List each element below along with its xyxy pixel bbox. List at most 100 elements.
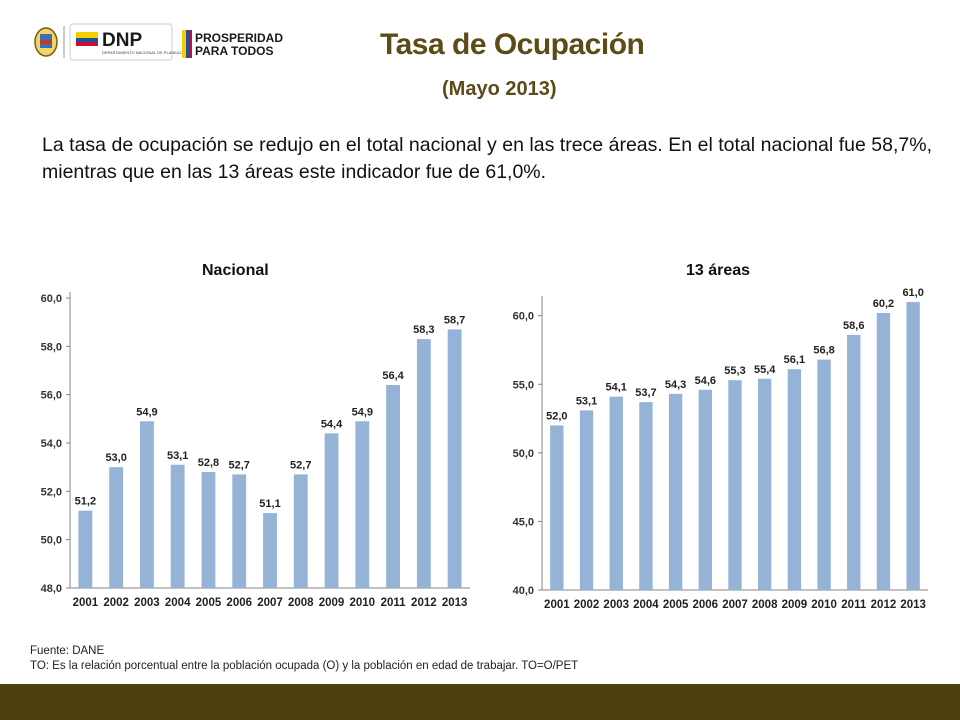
bar (386, 385, 400, 588)
bar-value-label: 54,1 (606, 382, 627, 394)
bar-value-label: 58,3 (413, 324, 434, 336)
bar (639, 402, 653, 590)
bar-value-label: 54,4 (321, 418, 343, 430)
bar (78, 510, 93, 588)
bar-value-label: 52,0 (546, 410, 567, 422)
bar-value-label: 54,9 (352, 406, 373, 418)
bar (609, 396, 623, 590)
x-tick-label: 2003 (134, 597, 160, 609)
bar (668, 393, 683, 590)
prosperidad-bar-red (189, 30, 192, 58)
dnp-logo-subtext: DEPARTAMENTO NACIONAL DE PLANEACIÓN (102, 50, 190, 55)
chart-title-13-areas: 13 áreas (686, 262, 751, 279)
intro-text: La tasa de ocupación se redujo en el tot… (42, 134, 932, 183)
prosperidad-logo-line1: PROSPERIDAD (195, 31, 283, 45)
bar (447, 329, 462, 588)
x-tick-label: 2004 (633, 599, 659, 611)
bar-value-label: 56,8 (813, 345, 834, 357)
x-tick-label: 2005 (196, 597, 222, 609)
page-subtitle: (Mayo 2013) (442, 78, 557, 100)
y-tick-label: 60,0 (513, 311, 534, 323)
bar (201, 472, 216, 588)
bar-value-label: 55,4 (754, 364, 776, 376)
bar (758, 378, 772, 590)
bar (728, 380, 742, 590)
chart-nacional: 48,0 50,0 52,0 54,0 56,0 58,0 60,0 51,2 2001 53,0… (41, 292, 470, 609)
y-tick-label: 60,0 (41, 293, 62, 305)
bar-value-label: 52,7 (229, 459, 250, 471)
bar-value-label: 56,1 (784, 354, 805, 366)
y-tick-label: 54,0 (41, 438, 62, 450)
bar-value-label: 51,2 (75, 496, 96, 508)
x-tick-label: 2001 (73, 597, 99, 609)
chart-title-nacional: Nacional (202, 262, 269, 279)
x-tick-label: 2008 (288, 597, 314, 609)
bar-value-label: 53,1 (167, 450, 188, 462)
header-logos: DNP DEPARTAMENTO NACIONAL DE PLANEACIÓN … (30, 22, 300, 62)
x-tick-label: 2008 (752, 599, 778, 611)
source-line: Fuente: DANE (30, 645, 105, 657)
bar-value-label: 55,3 (724, 365, 745, 377)
x-tick-label: 2009 (319, 597, 345, 609)
x-tick-label: 2009 (782, 599, 808, 611)
y-tick-label: 48,0 (41, 583, 62, 595)
x-tick-label: 2007 (257, 597, 283, 609)
flag-blue (76, 38, 98, 42)
bar (109, 467, 124, 588)
x-tick-label: 2002 (574, 599, 600, 611)
bar-value-label: 54,3 (665, 379, 686, 391)
chart-13-areas: 40,0 45,0 50,0 55,0 60,0 52,0 2001 53,1 2002 54,1… (513, 287, 928, 611)
x-tick-label: 2005 (663, 599, 689, 611)
y-tick-label: 50,0 (41, 535, 62, 547)
x-tick-label: 2012 (411, 597, 437, 609)
bar (698, 389, 712, 590)
bar-value-label: 58,6 (843, 320, 864, 332)
y-tick-label: 52,0 (41, 486, 62, 498)
bar (416, 339, 431, 588)
y-tick-label: 40,0 (513, 585, 534, 597)
bar (876, 312, 891, 590)
bar-value-label: 51,1 (259, 498, 280, 510)
bar (550, 425, 564, 590)
bar (232, 474, 247, 588)
bar (906, 302, 920, 590)
bar (847, 334, 861, 590)
definition-line: TO: Es la relación porcentual entre la p… (30, 660, 579, 672)
coat-of-arms-icon (34, 27, 58, 57)
prosperidad-logo-line2: PARA TODOS (195, 44, 273, 58)
bar (140, 421, 154, 588)
x-tick-label: 2011 (381, 597, 407, 609)
x-tick-label: 2006 (226, 597, 252, 609)
bar-value-label: 53,7 (635, 387, 656, 399)
page-title: Tasa de Ocupación (380, 28, 645, 61)
bar-value-label: 52,8 (198, 457, 219, 469)
bar-value-label: 54,9 (136, 406, 157, 418)
y-tick-label: 58,0 (41, 341, 62, 353)
y-tick-label: 56,0 (41, 390, 62, 402)
flag-red (76, 42, 98, 46)
x-tick-label: 2003 (603, 599, 629, 611)
bar-value-label: 53,0 (105, 452, 126, 464)
flag-yellow (76, 32, 98, 38)
dnp-logo-text: DNP (102, 30, 142, 51)
bar (324, 433, 339, 588)
logo-group: DNP DEPARTAMENTO NACIONAL DE PLANEACIÓN … (34, 23, 283, 61)
x-tick-label: 2011 (841, 599, 867, 611)
bar-value-label: 61,0 (902, 287, 923, 299)
bar-value-label: 53,1 (576, 395, 597, 407)
x-tick-label: 2001 (544, 599, 570, 611)
x-tick-label: 2010 (350, 597, 376, 609)
x-tick-label: 2010 (811, 599, 837, 611)
x-tick-label: 2013 (900, 599, 926, 611)
y-tick-label: 55,0 (513, 379, 534, 391)
bar-value-label: 52,7 (290, 459, 311, 471)
bar (579, 410, 594, 590)
bar (293, 474, 308, 588)
x-tick-label: 2002 (103, 597, 129, 609)
bar (170, 464, 185, 588)
x-tick-label: 2006 (693, 599, 719, 611)
footer-bar (0, 684, 960, 720)
y-tick-label: 50,0 (513, 448, 534, 460)
x-tick-label: 2004 (165, 597, 191, 609)
bar-value-label: 54,6 (695, 375, 716, 387)
